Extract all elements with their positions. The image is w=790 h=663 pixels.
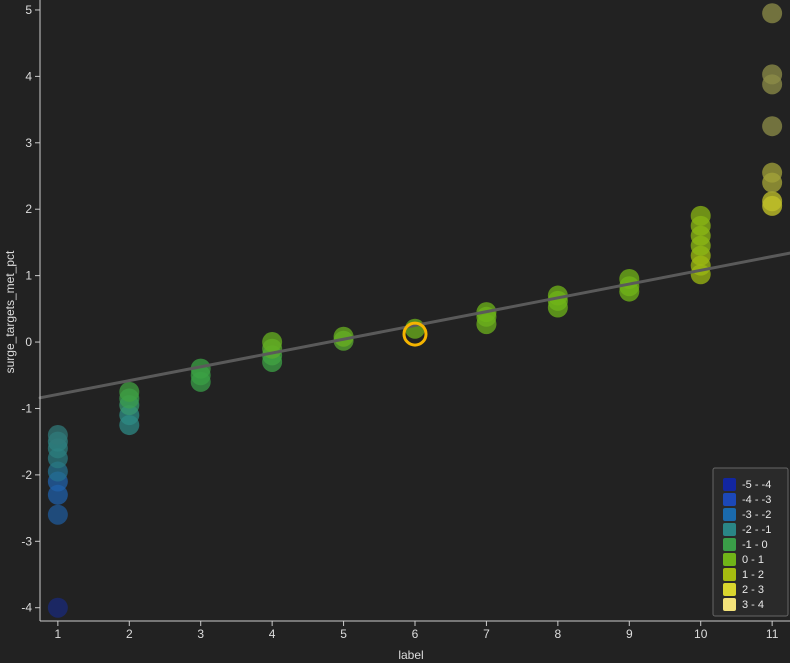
legend-label: -2 - -1	[742, 524, 771, 536]
y-tick-label: -1	[21, 401, 32, 415]
legend-swatch	[723, 523, 736, 536]
legend-entries: -5 - -4 -4 - -3 -3 - -2 -2 - -1 -1 - 0 0 - 1 1…	[723, 478, 771, 611]
x-tick-label: 10	[694, 627, 708, 641]
x-tick-label: 1	[55, 627, 62, 641]
legend-label: 0 - 1	[742, 554, 764, 566]
legend-label: -4 - -3	[742, 494, 771, 506]
data-point[interactable]	[47, 504, 68, 525]
legend-swatch	[723, 553, 736, 566]
legend-swatch	[723, 538, 736, 551]
data-point[interactable]	[333, 326, 354, 347]
y-axis-title: surge_targets_met_pct	[3, 250, 17, 373]
data-point[interactable]	[762, 3, 783, 24]
legend-label: 3 - 4	[742, 599, 764, 611]
data-point[interactable]	[262, 332, 283, 353]
y-ticks: -4 -3 -2 -1 0 1 2 3 4 5	[21, 3, 40, 615]
data-point[interactable]	[762, 64, 783, 85]
legend-label: -3 - -2	[742, 509, 771, 521]
y-tick-label: 5	[25, 3, 32, 17]
legend-swatch	[723, 598, 736, 611]
x-ticks: 1 2 3 4 5 6 7 8 9 10 11	[55, 621, 779, 641]
data-point[interactable]	[690, 205, 711, 226]
x-tick-label: 11	[766, 627, 779, 641]
data-point[interactable]	[762, 162, 783, 183]
legend-label: 1 - 2	[742, 569, 764, 581]
x-tick-label: 7	[483, 627, 490, 641]
y-tick-label: -4	[21, 601, 32, 615]
legend-swatch	[723, 568, 736, 581]
legend-label: 2 - 3	[742, 584, 764, 596]
data-point[interactable]	[47, 425, 68, 446]
y-tick-label: 0	[25, 335, 32, 349]
data-point[interactable]	[190, 358, 211, 379]
y-tick-label: 3	[25, 136, 32, 150]
highlight-point[interactable]	[402, 321, 428, 347]
data-point[interactable]	[119, 381, 140, 402]
x-axis-title: label	[398, 648, 423, 662]
data-point[interactable]	[762, 116, 783, 137]
legend: -5 - -4 -4 - -3 -3 - -2 -2 - -1 -1 - 0 0 - 1 1…	[712, 467, 789, 617]
x-tick-label: 9	[626, 627, 633, 641]
data-point[interactable]	[762, 191, 783, 212]
x-tick-label: 6	[412, 627, 419, 641]
x-tick-label: 5	[340, 627, 347, 641]
y-tick-label: 1	[25, 269, 32, 283]
legend-swatch	[723, 508, 736, 521]
data-point[interactable]	[547, 285, 568, 306]
x-tick-label: 4	[269, 627, 276, 641]
y-tick-label: -3	[21, 534, 32, 548]
legend-swatch	[723, 583, 736, 596]
trend-line	[38, 251, 790, 400]
x-tick-label: 8	[555, 627, 562, 641]
data-point[interactable]	[47, 597, 68, 618]
y-tick-label: -2	[21, 468, 32, 482]
x-tick-label: 2	[126, 627, 133, 641]
y-tick-label: 2	[25, 202, 32, 216]
legend-label: -1 - 0	[742, 539, 768, 551]
legend-swatch	[723, 493, 736, 506]
legend-swatch	[723, 478, 736, 491]
legend-label: -5 - -4	[742, 479, 771, 491]
y-tick-label: 4	[25, 69, 32, 83]
x-tick-label: 3	[197, 627, 204, 641]
